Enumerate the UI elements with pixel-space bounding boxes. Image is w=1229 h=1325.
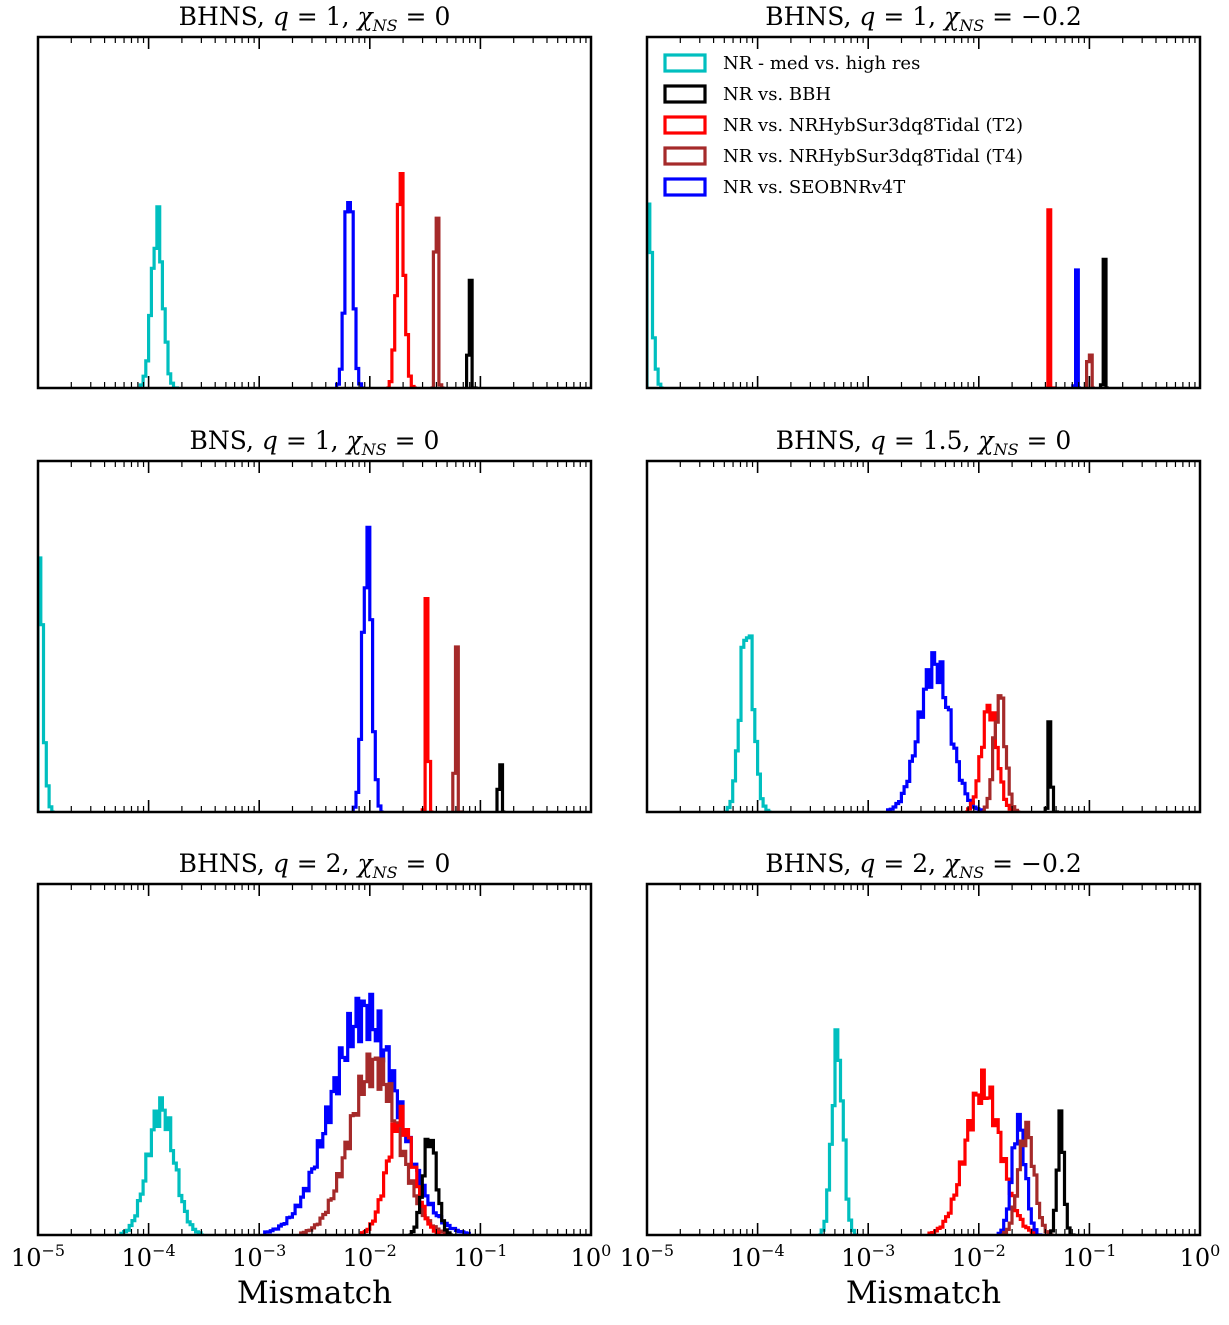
series-t4 xyxy=(430,216,445,388)
series-seob xyxy=(996,1112,1043,1235)
series-medhigh xyxy=(647,202,664,388)
legend-label-t4: NR vs. NRHybSur3dq8Tidal (T4) xyxy=(723,146,1023,167)
legend-label-medhigh: NR - med vs. high res xyxy=(723,53,920,74)
chi-symbol: χ xyxy=(976,426,995,455)
legend-swatch-seob xyxy=(663,177,707,197)
q-symbol: q xyxy=(273,849,289,878)
series-t2 xyxy=(1045,208,1057,388)
x-tick-label: 10−2 xyxy=(952,1241,1006,1272)
series-t2 xyxy=(386,172,417,388)
x-tick-label: 10−4 xyxy=(122,1241,176,1272)
x-tick-label: 10−1 xyxy=(453,1241,507,1272)
panel-5: BHNS, q = 2, χNS = −0.2 10−5 10−4 10−3 10−2 1… xyxy=(620,849,1220,1311)
x-tick-label: 10−3 xyxy=(232,1241,286,1272)
axes-frame xyxy=(36,35,593,390)
axes-frame xyxy=(645,459,1202,814)
legend-label-seob: NR vs. SEOBNRv4T xyxy=(723,177,905,198)
series-t4 xyxy=(451,645,464,812)
axes-frame xyxy=(645,35,1202,390)
q-symbol: q xyxy=(262,426,278,455)
series-seob xyxy=(1071,268,1082,388)
panel-1: BHNS, q = 1, χNS = −0.2 xyxy=(645,2,1202,390)
series-t4 xyxy=(1085,353,1095,388)
legend-swatch-medhigh xyxy=(663,53,707,73)
series-bbh xyxy=(1098,257,1109,388)
q-symbol: q xyxy=(870,426,886,455)
chi-symbol: χ xyxy=(942,2,961,31)
legend-swatch-bbh xyxy=(663,84,707,104)
series-t2 xyxy=(927,1068,1040,1235)
series-seob xyxy=(335,201,365,388)
series-bbh xyxy=(1043,720,1059,812)
panel-0: BHNS, q = 1, χNS = 0 xyxy=(36,2,593,390)
x-axis-label: Mismatch xyxy=(237,1275,392,1311)
histogram-series-group xyxy=(38,525,506,812)
chi-symbol: χ xyxy=(942,849,961,878)
legend-label-bbh: NR vs. BBH xyxy=(723,84,831,105)
x-tick-label: 10−4 xyxy=(731,1241,785,1272)
histogram-series-group xyxy=(647,202,1109,388)
panel-title: BHNS, q = 1.5, χNS = 0 xyxy=(776,426,1072,459)
histogram-series-group xyxy=(119,992,471,1235)
x-tick-label: 100 xyxy=(571,1241,612,1272)
panel-2: BNS, q = 1, χNS = 0 xyxy=(36,426,593,814)
series-t4 xyxy=(981,694,1021,812)
panel-title: BHNS, q = 1, χNS = 0 xyxy=(179,2,451,35)
x-tick-label: 10−1 xyxy=(1062,1241,1116,1272)
legend-swatch-t4 xyxy=(663,146,707,166)
series-t2 xyxy=(965,703,1018,812)
panel-title: BNS, q = 1, χNS = 0 xyxy=(190,426,440,459)
legend-label-t2: NR vs. NRHybSur3dq8Tidal (T2) xyxy=(723,115,1023,136)
x-tick-label: 10−3 xyxy=(841,1241,895,1272)
series-bbh xyxy=(1049,1109,1076,1235)
series-medhigh xyxy=(38,556,55,812)
axes-frame xyxy=(36,459,593,814)
panel-title: BHNS, q = 2, χNS = −0.2 xyxy=(765,849,1082,882)
x-axis-label: Mismatch xyxy=(846,1275,1001,1311)
series-t2 xyxy=(420,597,434,812)
x-tick-label: 100 xyxy=(1180,1241,1221,1272)
series-medhigh xyxy=(119,1096,204,1235)
q-symbol: q xyxy=(859,849,875,878)
series-bbh xyxy=(465,278,478,388)
series-bbh xyxy=(495,763,506,812)
chi-symbol: χ xyxy=(355,849,374,878)
histogram-series-group xyxy=(138,172,478,388)
series-seob xyxy=(886,651,985,812)
axes-frame xyxy=(36,882,593,1237)
series-t2 xyxy=(358,1104,445,1235)
series-medhigh xyxy=(138,205,179,388)
panel-title: BHNS, q = 1, χNS = −0.2 xyxy=(765,2,1082,35)
series-bbh xyxy=(408,1137,453,1235)
series-seob xyxy=(263,992,471,1235)
panel-3: BHNS, q = 1.5, χNS = 0 xyxy=(645,426,1202,814)
legend: NR - med vs. high res NR vs. BBH NR vs. NR… xyxy=(663,53,1023,198)
series-seob xyxy=(351,525,384,812)
x-tick-label: 10−5 xyxy=(620,1241,674,1272)
chi-symbol: χ xyxy=(355,2,374,31)
series-medhigh xyxy=(818,1028,858,1235)
histogram-series-group xyxy=(818,1028,1076,1235)
x-tick-label: 10−2 xyxy=(343,1241,397,1272)
legend-swatch-t2 xyxy=(663,115,707,135)
series-t4 xyxy=(1000,1120,1054,1235)
panel-title: BHNS, q = 2, χNS = 0 xyxy=(179,849,451,882)
panel-4: BHNS, q = 2, χNS = 0 10−5 10−4 10−3 10−2 10−1… xyxy=(11,849,611,1311)
x-tick-label: 10−5 xyxy=(11,1241,65,1272)
histogram-series-group xyxy=(724,634,1059,812)
chi-symbol: χ xyxy=(345,426,364,455)
q-symbol: q xyxy=(273,2,289,31)
axes-frame xyxy=(645,882,1202,1237)
q-symbol: q xyxy=(859,2,875,31)
series-medhigh xyxy=(724,634,772,812)
